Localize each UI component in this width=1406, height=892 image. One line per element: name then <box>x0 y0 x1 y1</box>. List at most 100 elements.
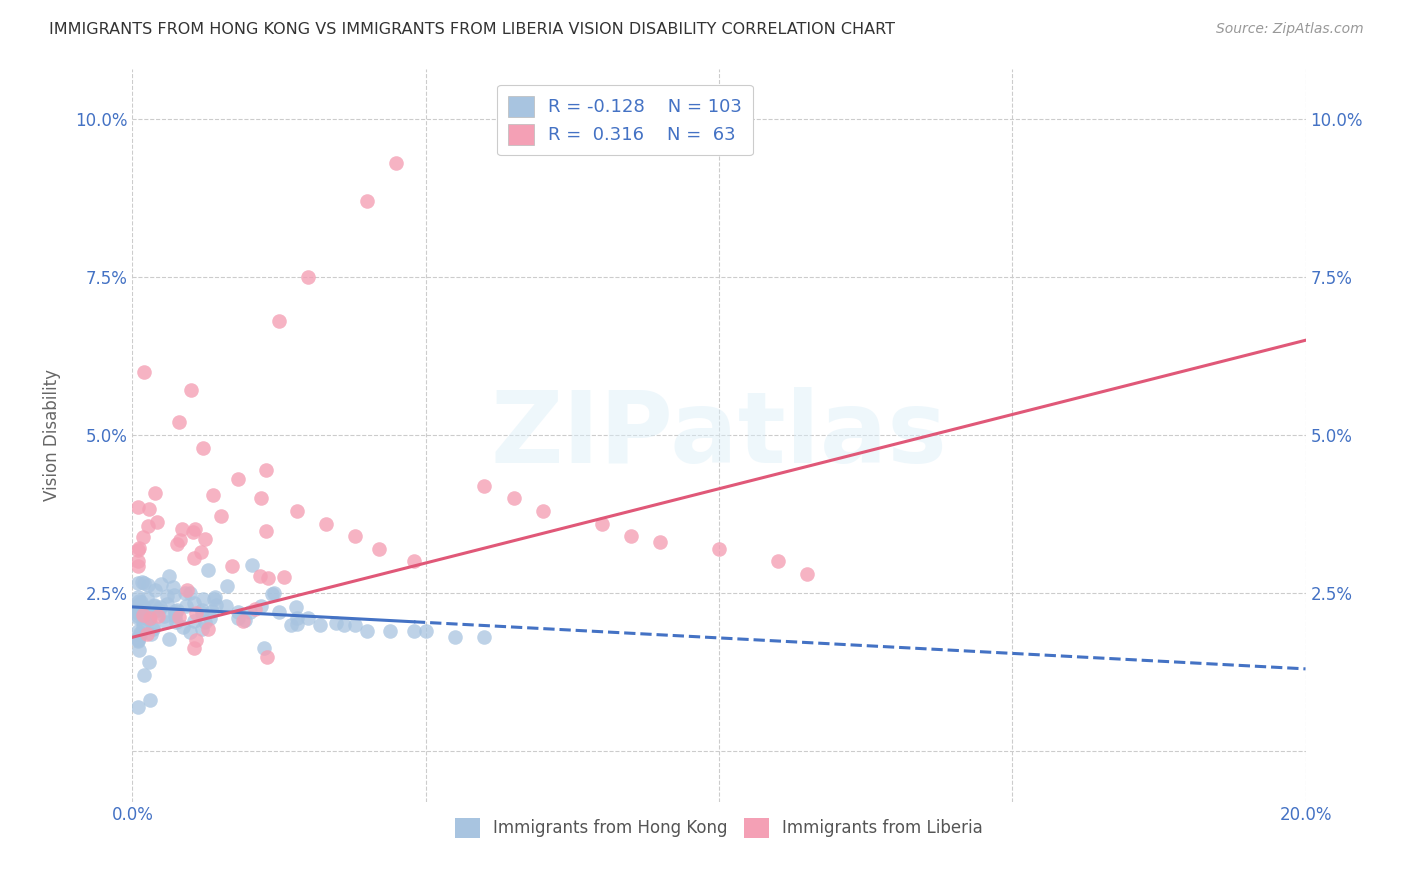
Y-axis label: Vision Disability: Vision Disability <box>44 369 60 501</box>
Point <box>127 632 149 647</box>
Point <box>186 633 208 648</box>
Point <box>650 535 672 549</box>
Point <box>138 655 160 669</box>
Point <box>201 604 224 618</box>
Point <box>344 617 367 632</box>
Point <box>240 558 263 573</box>
Point <box>273 570 295 584</box>
Point <box>138 612 160 626</box>
Point <box>127 624 149 638</box>
Point <box>380 624 402 638</box>
Point <box>191 603 214 617</box>
Point <box>169 416 191 430</box>
Point <box>136 578 159 592</box>
Text: ZIPatlas: ZIPatlas <box>491 386 948 483</box>
Point <box>620 529 643 543</box>
Point <box>215 579 238 593</box>
Point <box>159 569 181 583</box>
Point <box>180 383 202 397</box>
Point <box>226 472 249 486</box>
Point <box>191 592 214 607</box>
Point <box>127 500 149 515</box>
Point <box>136 626 159 640</box>
Point <box>193 615 215 629</box>
Point <box>179 625 201 640</box>
Point <box>472 630 495 644</box>
Point <box>707 541 730 556</box>
Point <box>139 608 162 623</box>
Point <box>166 537 188 551</box>
Point <box>415 624 437 638</box>
Point <box>402 624 425 638</box>
Point <box>356 624 378 638</box>
Point <box>176 582 198 597</box>
Point <box>170 522 193 536</box>
Point <box>142 620 165 634</box>
Point <box>172 620 194 634</box>
Point <box>444 630 467 644</box>
Point <box>165 607 187 621</box>
Point <box>127 606 149 620</box>
Point <box>197 622 219 636</box>
Point <box>201 488 224 502</box>
Point <box>127 553 149 567</box>
Point <box>167 610 190 624</box>
Point <box>233 613 256 627</box>
Legend: Immigrants from Hong Kong, Immigrants from Liberia: Immigrants from Hong Kong, Immigrants fr… <box>449 811 990 845</box>
Point <box>157 632 180 646</box>
Point <box>153 609 176 624</box>
Point <box>191 441 214 455</box>
Point <box>128 594 150 608</box>
Point <box>226 611 249 625</box>
Text: Source: ZipAtlas.com: Source: ZipAtlas.com <box>1216 22 1364 37</box>
Point <box>205 598 228 612</box>
Point <box>267 314 290 328</box>
Point <box>183 550 205 565</box>
Point <box>309 617 332 632</box>
Point <box>127 575 149 590</box>
Text: IMMIGRANTS FROM HONG KONG VS IMMIGRANTS FROM LIBERIA VISION DISABILITY CORRELATI: IMMIGRANTS FROM HONG KONG VS IMMIGRANTS … <box>49 22 896 37</box>
Point <box>766 554 789 568</box>
Point <box>162 580 184 594</box>
Point <box>156 590 179 604</box>
Point <box>250 491 273 506</box>
Point <box>181 524 204 539</box>
Point <box>367 541 389 556</box>
Point <box>260 587 283 601</box>
Point <box>127 590 149 604</box>
Point <box>169 533 191 547</box>
Point <box>239 605 262 619</box>
Point <box>226 606 249 620</box>
Point <box>502 491 524 506</box>
Point <box>165 608 187 623</box>
Point <box>179 586 201 600</box>
Point <box>198 611 221 625</box>
Point <box>332 617 354 632</box>
Point <box>128 642 150 657</box>
Point <box>139 693 162 707</box>
Point <box>136 519 159 533</box>
Point <box>285 600 308 615</box>
Point <box>204 592 226 607</box>
Point <box>138 502 160 516</box>
Point <box>127 611 149 625</box>
Point <box>149 577 172 591</box>
Point <box>143 599 166 613</box>
Point <box>204 590 226 604</box>
Point <box>142 598 165 612</box>
Point <box>356 194 378 209</box>
Point <box>183 596 205 610</box>
Point <box>127 598 149 612</box>
Point <box>145 515 167 529</box>
Point <box>256 571 278 585</box>
Point <box>139 627 162 641</box>
Point <box>385 156 408 170</box>
Point <box>132 615 155 629</box>
Point <box>285 504 308 518</box>
Point <box>131 601 153 615</box>
Point <box>325 615 347 630</box>
Point <box>209 509 232 524</box>
Point <box>280 618 302 632</box>
Point <box>156 598 179 612</box>
Point <box>155 615 177 629</box>
